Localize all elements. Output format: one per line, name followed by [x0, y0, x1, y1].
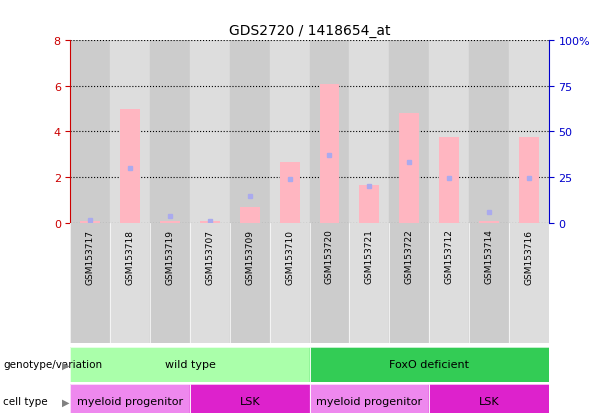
Bar [70, 41, 110, 223]
Bar [270, 41, 310, 223]
Title: GDS2720 / 1418654_at: GDS2720 / 1418654_at [229, 24, 390, 38]
Bar [70, 223, 110, 343]
Bar [310, 223, 349, 343]
Text: LSK: LSK [240, 396, 260, 406]
Text: GSM153709: GSM153709 [245, 229, 254, 284]
Text: LSK: LSK [479, 396, 499, 406]
Bar [310, 385, 429, 413]
Bar [80, 222, 101, 223]
Bar [160, 222, 180, 223]
Text: ▶: ▶ [63, 396, 70, 406]
Bar [429, 41, 469, 223]
Bar [349, 41, 389, 223]
Bar [519, 138, 539, 223]
Bar [509, 223, 549, 343]
Bar [310, 347, 549, 382]
Bar [230, 41, 270, 223]
Text: myeloid progenitor: myeloid progenitor [316, 396, 422, 406]
Bar [150, 41, 190, 223]
Text: ▶: ▶ [63, 359, 70, 370]
Bar [479, 222, 499, 223]
Bar [359, 185, 379, 223]
Bar [230, 223, 270, 343]
Bar [310, 41, 349, 223]
Text: GSM153719: GSM153719 [166, 229, 175, 284]
Bar [200, 222, 220, 223]
Bar [150, 223, 190, 343]
Bar [190, 41, 230, 223]
Text: GSM153717: GSM153717 [86, 229, 95, 284]
Text: GSM153721: GSM153721 [365, 229, 374, 284]
Bar [110, 41, 150, 223]
Text: GSM153712: GSM153712 [444, 229, 454, 284]
Bar [429, 223, 469, 343]
Text: cell type: cell type [3, 396, 48, 406]
Bar [469, 41, 509, 223]
Bar [70, 385, 190, 413]
Bar [110, 223, 150, 343]
Text: GSM153714: GSM153714 [484, 229, 493, 284]
Bar [240, 207, 260, 223]
Text: genotype/variation: genotype/variation [3, 359, 102, 370]
Bar [349, 223, 389, 343]
Text: GSM153718: GSM153718 [126, 229, 135, 284]
Bar [190, 223, 230, 343]
Bar [70, 347, 310, 382]
Bar [399, 114, 419, 223]
Bar [429, 385, 549, 413]
Bar [270, 223, 310, 343]
Text: GSM153707: GSM153707 [205, 229, 215, 284]
Text: GSM153722: GSM153722 [405, 229, 414, 284]
Bar [389, 41, 429, 223]
Text: wild type: wild type [165, 359, 215, 370]
Text: GSM153710: GSM153710 [285, 229, 294, 284]
Bar [280, 163, 300, 223]
Text: myeloid progenitor: myeloid progenitor [77, 396, 183, 406]
Bar [509, 41, 549, 223]
Bar [389, 223, 429, 343]
Text: GSM153716: GSM153716 [524, 229, 533, 284]
Bar [190, 385, 310, 413]
Bar [319, 84, 340, 223]
Bar [120, 109, 140, 223]
Text: GSM153720: GSM153720 [325, 229, 334, 284]
Bar [439, 138, 459, 223]
Bar [469, 223, 509, 343]
Text: FoxO deficient: FoxO deficient [389, 359, 469, 370]
